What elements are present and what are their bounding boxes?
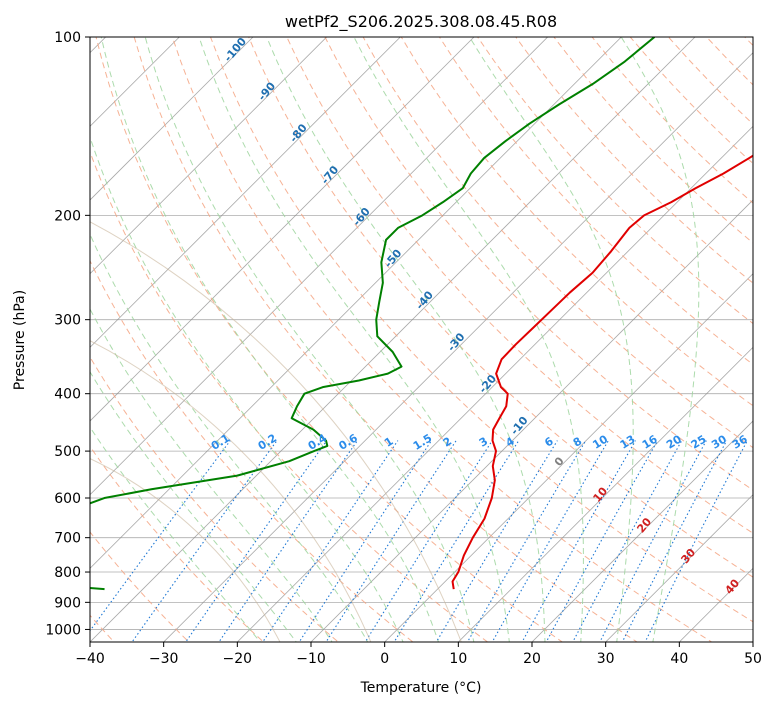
isotherm--80 [90, 37, 401, 348]
dry-adiabat-130 [515, 37, 753, 284]
mixing-ratio-line-30 [621, 440, 728, 642]
y-tick-label: 700 [54, 531, 81, 547]
mixing-ratio-line-1.5 [298, 440, 432, 642]
dry-adiabat-80 [324, 37, 753, 491]
temperature-profile-line [451, 154, 753, 590]
x-tick-label: 30 [597, 651, 615, 667]
moist-adiabat-15 [198, 37, 510, 642]
x-tick-label: 40 [670, 651, 688, 667]
moist-adiabat-35 [620, 37, 700, 642]
mixing-ratio-line-20 [572, 440, 683, 642]
x-tick-label: 10 [449, 651, 467, 667]
dewpoint-profile-line [90, 37, 656, 591]
curved-guide-2 [90, 340, 372, 642]
isotherm-10 [457, 346, 753, 642]
moist-adiabat-20 [266, 37, 546, 642]
x-tick-label: −10 [296, 651, 326, 667]
x-tick-label: −40 [75, 651, 105, 667]
y-tick-label: 300 [54, 313, 81, 329]
dry-adiabat-10 [90, 150, 489, 642]
dry-adiabat-0 [90, 259, 414, 642]
curved-guide-3 [90, 221, 462, 642]
y-tick-label: 100 [54, 30, 81, 46]
isotherm--30 [163, 52, 753, 642]
y-axis-label: Pressure (hPa) [12, 290, 28, 390]
isotherm--110 [90, 37, 180, 127]
moist-adiabat--15 [90, 370, 297, 642]
plot-frame [89, 36, 754, 643]
moist-adiabat-25 [353, 37, 584, 642]
moist-adiabat-5 [100, 37, 439, 642]
isotherm-30 [605, 494, 753, 642]
isotherm--100 [90, 37, 254, 201]
mixing-ratio-line-2 [325, 440, 457, 642]
mixing-ratio-line-0.2 [131, 440, 278, 642]
isotherm-0 [384, 273, 753, 642]
y-tick-label: 200 [54, 208, 81, 224]
moist-adiabat-10 [144, 37, 475, 642]
y-tick-label: 900 [54, 595, 81, 611]
plot-area [90, 37, 753, 642]
isotherm--50 [90, 37, 622, 569]
isotherm--70 [90, 37, 475, 422]
isotherm--60 [90, 37, 549, 496]
mixing-ratio-line-10 [491, 440, 609, 642]
dry-adiabat-40 [171, 37, 713, 642]
moist-adiabat-30 [468, 37, 634, 642]
mixing-ratio-line-13 [521, 440, 637, 642]
y-tick-label: 600 [54, 491, 81, 507]
mixing-ratio-line-3 [364, 440, 493, 642]
mixing-ratio-line-25 [599, 440, 707, 642]
dry-adiabat-30 [133, 37, 638, 642]
axes: −40 −30 −20 −10 0 10 20 30 40 50 100 200 300 400 500 60… [45, 30, 762, 667]
mixing-ratio-line-8 [466, 440, 587, 642]
chart-title: wetPf2_S206.2025.308.08.45.R08 [285, 12, 557, 32]
moist-adiabat--5 [90, 233, 369, 642]
curved-guide-1 [90, 458, 281, 642]
dry-adiabat-60 [248, 37, 753, 578]
x-tick-label: 20 [523, 651, 541, 667]
y-tick-label: 400 [54, 387, 81, 403]
y-tick-label: 1000 [45, 622, 81, 638]
isotherm-20 [531, 420, 753, 642]
x-axis-label: Temperature (°C) [360, 680, 482, 696]
mixing-ratio-line-0.1 [90, 440, 231, 632]
moist-adiabat--10 [90, 308, 333, 642]
isotherm--20 [236, 125, 753, 642]
mixing-ratio-line-16 [545, 440, 659, 642]
dry-adiabat-20 [95, 37, 564, 642]
x-tick-label: −30 [149, 651, 179, 667]
dry-adiabat-70 [286, 37, 753, 534]
moist-adiabat-0 [90, 135, 404, 642]
x-tick-label: 50 [744, 651, 762, 667]
x-tick-label: 0 [380, 651, 389, 667]
dry-adiabat-50 [209, 37, 753, 623]
isotherm--10 [310, 199, 753, 642]
x-tick-label: −20 [223, 651, 253, 667]
isotherm--90 [90, 37, 328, 275]
mixing-ratio-line-36 [644, 440, 748, 642]
mixing-ratio-line-1 [262, 440, 399, 642]
moist-adiabat--20 [90, 426, 261, 642]
y-tick-label: 800 [54, 565, 81, 581]
isotherm--40 [90, 37, 696, 642]
mixing-ratio-line-6 [435, 440, 558, 642]
y-tick-label: 500 [54, 444, 81, 460]
dry-adiabat--30 [90, 531, 190, 642]
dry-adiabat-120 [476, 37, 753, 325]
dry-adiabat-110 [438, 37, 753, 366]
